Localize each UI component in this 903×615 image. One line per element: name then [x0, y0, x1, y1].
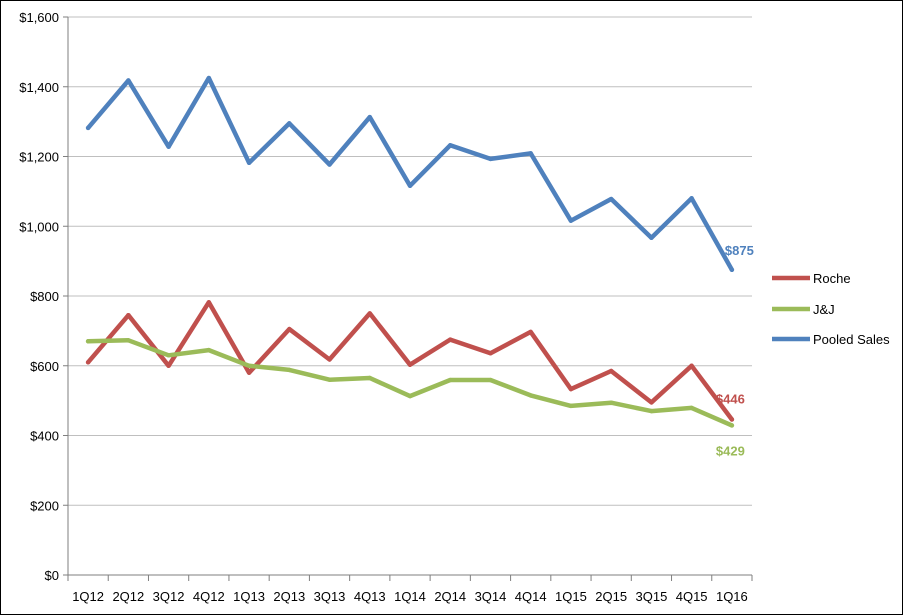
- end-value-label: $875: [725, 243, 754, 258]
- data-point: [327, 162, 332, 167]
- x-tick-label: 1Q15: [555, 589, 587, 604]
- data-point: [729, 267, 735, 273]
- data-point: [568, 386, 574, 392]
- data-point: [448, 337, 453, 342]
- data-point: [327, 357, 332, 362]
- x-tick-label: 4Q14: [515, 589, 547, 604]
- x-tick-label: 2Q15: [595, 589, 627, 604]
- data-point: [488, 350, 493, 356]
- x-tick-label: 3Q12: [153, 589, 185, 604]
- data-point: [568, 218, 574, 223]
- data-point: [206, 347, 212, 353]
- data-point: [287, 326, 292, 332]
- data-point: [166, 353, 171, 358]
- data-point: [407, 393, 413, 399]
- data-point: [287, 121, 292, 126]
- data-point: [649, 235, 654, 240]
- series-line-roche: [85, 300, 735, 422]
- y-tick-label: $1,200: [19, 150, 59, 165]
- y-tick-label: $200: [30, 498, 59, 513]
- data-point: [689, 405, 694, 411]
- x-tick-label: 1Q13: [233, 589, 265, 604]
- data-point: [649, 400, 654, 405]
- data-point: [327, 377, 332, 382]
- end-labels: $446 $429 $875: [716, 243, 754, 459]
- y-tick-label: $800: [30, 289, 59, 304]
- x-tick-label: 4Q15: [676, 589, 708, 604]
- data-point: [367, 114, 372, 120]
- data-point: [166, 363, 171, 368]
- legend: Roche J&J Pooled Sales: [772, 271, 890, 347]
- end-value-label: $429: [716, 443, 745, 458]
- data-point: [287, 367, 292, 373]
- data-point: [689, 196, 694, 201]
- x-tick-label: 2Q12: [112, 589, 144, 604]
- legend-label: Roche: [813, 271, 851, 286]
- data-point: [85, 360, 91, 365]
- data-point: [367, 311, 372, 316]
- series-line-j-j: [85, 338, 735, 428]
- data-point: [528, 393, 533, 398]
- data-point: [246, 370, 252, 375]
- data-point: [407, 183, 413, 188]
- x-tick-label: 1Q14: [394, 589, 426, 604]
- data-point: [729, 423, 735, 428]
- data-point: [608, 400, 614, 405]
- data-point: [649, 408, 654, 414]
- data-point: [608, 196, 614, 202]
- x-tick-label: 2Q13: [273, 589, 305, 604]
- data-point: [488, 156, 493, 162]
- legend-label: J&J: [813, 302, 835, 317]
- x-tick-label: 4Q13: [354, 589, 386, 604]
- x-axis-ticks: 1Q12 2Q12 3Q12 4Q12 1Q13 2Q13 3Q13 4Q13 1Q14 2Q14…: [67, 575, 753, 604]
- data-point: [126, 78, 131, 83]
- x-tick-label: 1Q16: [716, 589, 748, 604]
- data-point: [488, 377, 493, 383]
- y-tick-label: $0: [45, 568, 59, 583]
- x-tick-label: 4Q12: [193, 589, 225, 604]
- data-point: [85, 125, 91, 131]
- x-tick-label: 3Q13: [314, 589, 346, 604]
- y-tick-label: $1,400: [19, 80, 59, 95]
- data-point: [448, 143, 453, 148]
- data-point: [206, 75, 212, 81]
- data-point: [729, 417, 735, 422]
- data-point: [246, 160, 252, 165]
- series-lines: [85, 75, 735, 428]
- data-point: [126, 312, 131, 318]
- x-tick-label: 3Q14: [475, 589, 507, 604]
- y-tick-label: $1,600: [19, 10, 59, 25]
- x-tick-label: 2Q14: [434, 589, 466, 604]
- data-point: [367, 375, 372, 381]
- data-point: [528, 151, 533, 156]
- data-point: [528, 329, 533, 335]
- y-tick-label: $600: [30, 359, 59, 374]
- data-point: [689, 363, 694, 368]
- series-line-pooled-sales: [85, 75, 735, 273]
- x-tick-label: 3Q15: [636, 589, 668, 604]
- end-value-label: $446: [716, 391, 745, 406]
- data-point: [166, 144, 171, 149]
- data-point: [448, 377, 453, 383]
- data-point: [608, 368, 614, 374]
- legend-label: Pooled Sales: [813, 332, 890, 347]
- data-point: [568, 403, 574, 409]
- data-point: [126, 338, 131, 343]
- y-tick-label: $1,000: [19, 219, 59, 234]
- y-tick-label: $400: [30, 429, 59, 444]
- data-point: [246, 363, 252, 368]
- data-point: [85, 339, 91, 344]
- y-axis-ticks: $0 $200 $400 $600 $800 $1,000 $1,200 $1,400 $1,6…: [19, 10, 68, 583]
- x-tick-label: 1Q12: [72, 589, 104, 604]
- gridlines: [68, 16, 752, 506]
- data-point: [206, 300, 212, 305]
- data-point: [407, 362, 413, 367]
